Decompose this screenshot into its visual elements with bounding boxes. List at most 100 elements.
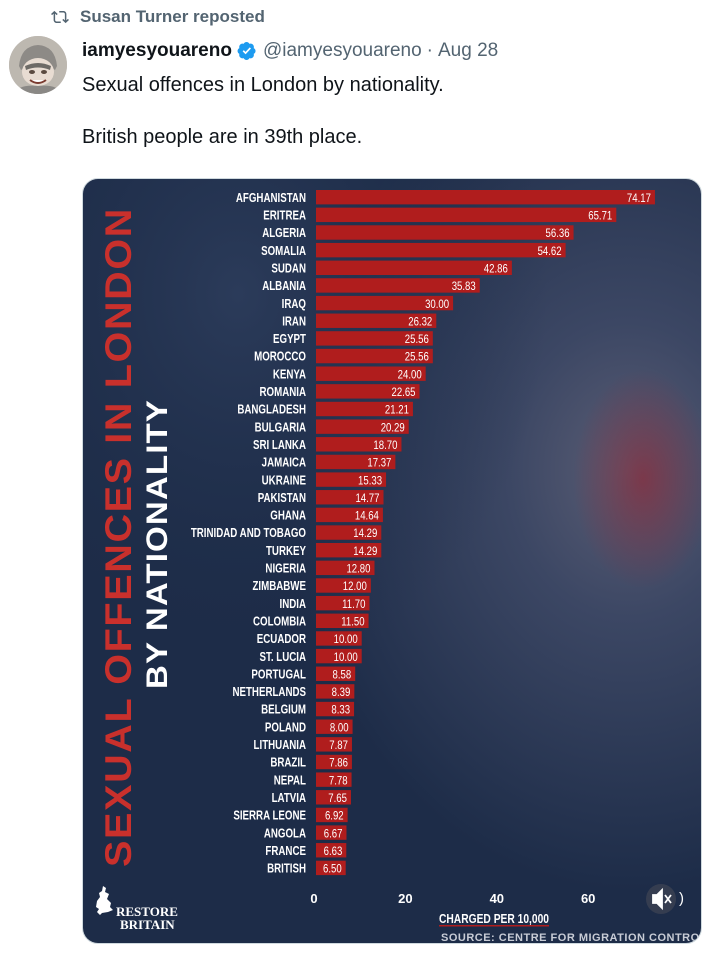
value-label: 7.78: [329, 774, 348, 787]
category-label: BULGARIA: [255, 421, 306, 434]
repost-text: Susan Turner reposted: [80, 7, 265, 26]
category-label: ALBANIA: [262, 280, 306, 293]
bar: [316, 684, 355, 699]
bar: [316, 648, 362, 664]
bar: [316, 578, 371, 593]
tweet-header: iamyesyouareno @iamyesyouareno · Aug 28: [82, 38, 498, 64]
verified-badge-icon: [237, 41, 257, 61]
bar: [316, 401, 413, 417]
bar: [316, 754, 352, 770]
bar: [316, 560, 375, 576]
category-label: ALGERIA: [262, 227, 306, 240]
separator: ·: [426, 40, 433, 61]
value-label: 25.56: [405, 351, 429, 364]
bar: [316, 313, 437, 328]
category-label: BRAZIL: [270, 757, 306, 770]
category-label: JAMAICA: [262, 457, 306, 470]
category-label: EGYPT: [273, 333, 306, 346]
value-label: 8.33: [331, 704, 350, 717]
value-label: 10.00: [334, 651, 358, 664]
category-label: FRANCE: [265, 845, 306, 858]
bar: [316, 772, 352, 787]
author-handle[interactable]: @iamyesyouareno: [262, 40, 422, 61]
value-label: 21.21: [385, 404, 409, 417]
value-label: 6.92: [325, 810, 344, 823]
category-label: BRITISH: [267, 863, 306, 876]
bar: [316, 366, 426, 381]
bar: [316, 207, 617, 223]
value-label: 56.36: [546, 227, 570, 240]
bar: [316, 595, 370, 611]
chart-subtitle: BY NATIONALITY: [141, 399, 174, 689]
bar: [316, 384, 420, 399]
value-label: 10.00: [334, 633, 358, 646]
category-label: ERITREA: [263, 210, 306, 223]
category-label: PAKISTAN: [258, 492, 306, 505]
category-label: IRAN: [282, 315, 306, 328]
value-label: 22.65: [391, 386, 415, 399]
category-label: BELGIUM: [261, 704, 306, 717]
category-label: POLAND: [265, 721, 306, 734]
chart-source: SOURCE: CENTRE FOR MIGRATION CONTRO: [441, 932, 700, 944]
value-label: 17.37: [367, 457, 391, 470]
category-label: PORTUGAL: [251, 668, 306, 681]
value-label: 7.86: [329, 757, 348, 770]
category-label: SIERRA LEONE: [233, 810, 306, 823]
bar: [316, 242, 566, 258]
value-label: 11.50: [341, 616, 364, 629]
x-axis-label-underline: [439, 925, 549, 927]
category-label: SUDAN: [271, 262, 306, 275]
value-label: 6.63: [324, 845, 343, 858]
bar: [316, 790, 351, 805]
brand-line-1: RESTORE: [116, 904, 178, 919]
bar: [316, 825, 347, 840]
category-label: LITHUANIA: [254, 739, 306, 752]
repost-header[interactable]: Susan Turner reposted: [50, 6, 265, 28]
bars-group: AFGHANISTAN 74.17 ERITREA 65.71 ALGERIA 56.36…: [191, 190, 655, 876]
value-label: 42.86: [484, 263, 508, 276]
category-label: AFGHANISTAN: [236, 192, 306, 205]
value-label: 14.29: [353, 527, 377, 540]
category-label: KENYA: [273, 368, 306, 381]
value-label: 65.71: [588, 210, 612, 223]
chart-title: SEXUAL OFFENCES IN LONDON: [98, 207, 139, 867]
media-image[interactable]: SEXUAL OFFENCES IN LONDON BY NATIONALITY…: [82, 178, 702, 944]
category-label: TRINIDAD AND TOBAGO: [191, 527, 306, 540]
category-label: INDIA: [279, 598, 306, 611]
tweet-text: Sexual offences in London by nationality…: [82, 72, 682, 176]
category-label: GHANA: [270, 510, 306, 523]
category-label: IRAQ: [282, 298, 307, 311]
value-label: 14.64: [355, 510, 379, 523]
mute-fragment: ): [679, 890, 684, 907]
avatar[interactable]: [9, 36, 67, 94]
category-label: NETHERLANDS: [232, 686, 306, 699]
category-label: MOROCCO: [254, 351, 306, 364]
bar: [316, 543, 382, 558]
value-label: 25.56: [405, 333, 429, 346]
bar: [316, 419, 409, 434]
x-axis: 0 20 40 60: [310, 891, 595, 906]
category-label: LATVIA: [272, 792, 306, 805]
category-label: ROMANIA: [260, 386, 306, 399]
value-label: 14.29: [353, 545, 377, 558]
value-label: 54.62: [538, 245, 562, 258]
category-label: NIGERIA: [265, 563, 306, 576]
value-label: 8.58: [333, 669, 352, 682]
bar: [316, 507, 383, 523]
bar: [316, 190, 655, 205]
category-label: TURKEY: [266, 545, 306, 558]
value-label: 12.80: [346, 563, 370, 576]
bar: [316, 631, 362, 646]
tweet-line: Sexual offences in London by nationality…: [82, 74, 444, 96]
author-name[interactable]: iamyesyouareno: [82, 40, 232, 61]
bar: [316, 613, 369, 628]
category-label: ZIMBABWE: [252, 580, 306, 593]
value-label: 11.70: [342, 598, 365, 611]
category-label: COLOMBIA: [253, 615, 306, 628]
value-label: 20.29: [381, 421, 405, 434]
x-tick-label: 40: [490, 891, 504, 906]
bar: [316, 843, 347, 858]
post-date[interactable]: Aug 28: [438, 40, 499, 61]
mute-button[interactable]: ): [646, 884, 684, 914]
value-label: 26.32: [408, 316, 432, 329]
